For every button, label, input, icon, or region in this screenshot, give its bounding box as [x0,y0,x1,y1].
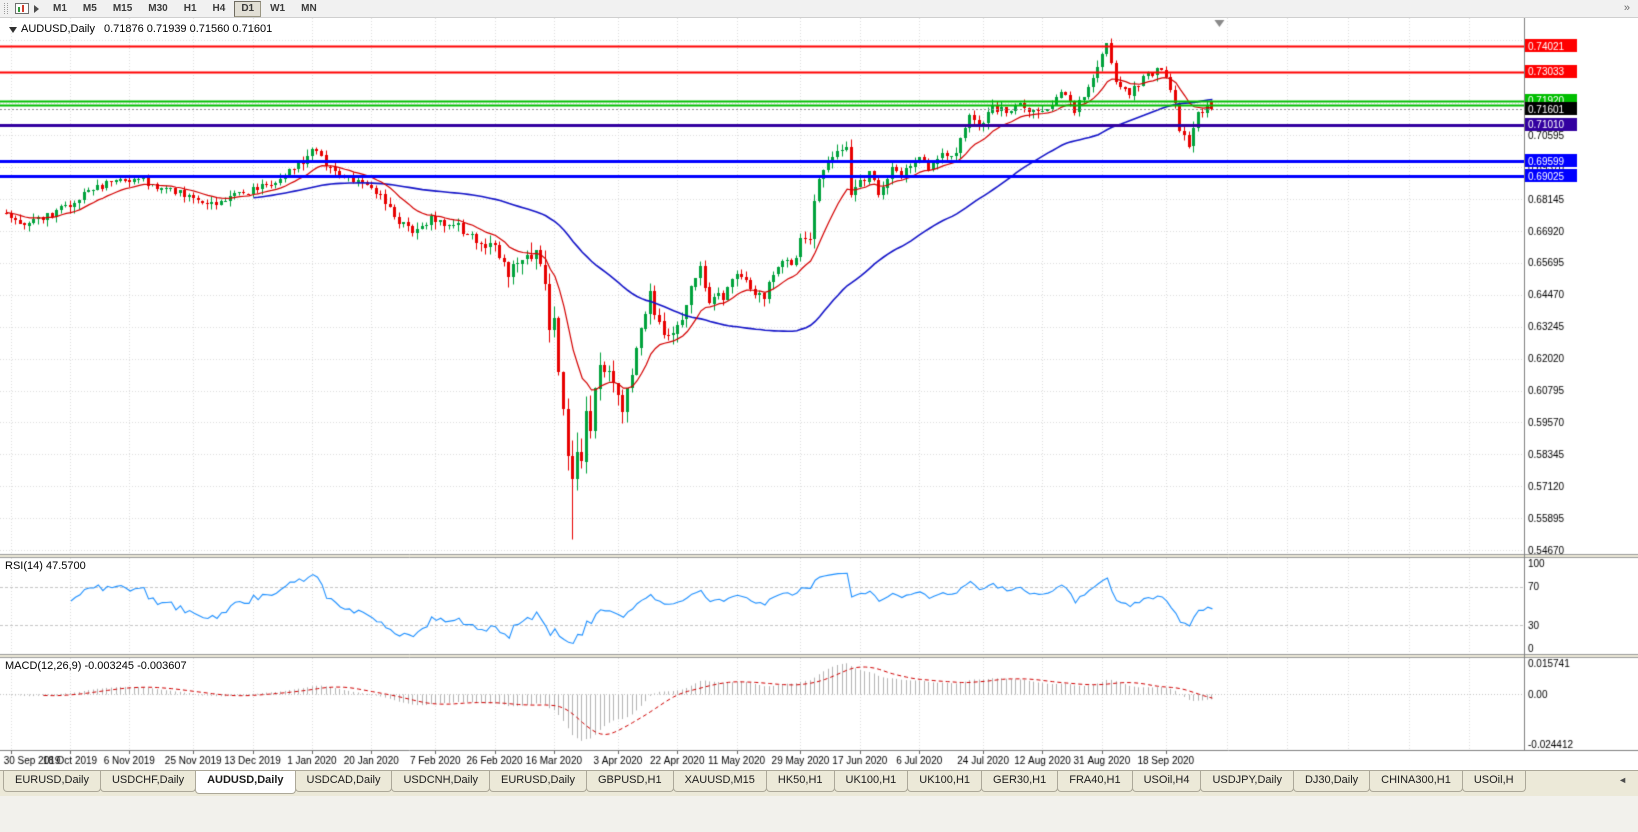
chart-tab-USDCHF-Daily-1[interactable]: USDCHF,Daily [99,771,197,792]
chart-window-icon[interactable] [15,3,29,14]
chart-tab-XAUUSD-M15-7[interactable]: XAUUSD,M15 [672,771,767,792]
period-button-M15[interactable]: M15 [112,2,133,14]
chart-tab-CHINA300-H1-16[interactable]: CHINA300,H1 [1369,771,1463,792]
period-button-M30[interactable]: M30 [148,2,168,14]
period-toolbar-buttons: M1 M5 M15 M30 H1 H4 D1 W1 MN [45,0,325,17]
chart-tab-DJ30-Daily-15[interactable]: DJ30,Daily [1292,771,1371,792]
chart-tab-AUDUSD-Daily-2[interactable]: AUDUSD,Daily [195,771,296,794]
chart-tab-UK100-H1-10[interactable]: UK100,H1 [907,771,983,792]
chart-tabs: EURUSD,Daily USDCHF,Daily AUDUSD,Daily USDC… [3,771,1526,794]
chart-tab-bar: EURUSD,Daily USDCHF,Daily AUDUSD,Daily USDC… [0,770,1638,796]
period-toolbar: M1 M5 M15 M30 H1 H4 D1 W1 MN » [0,0,1638,18]
chart-tab-USDJPY-Daily-14[interactable]: USDJPY,Daily [1200,771,1294,792]
chart-tab-FRA40-H1-12[interactable]: FRA40,H1 [1057,771,1133,792]
chart-tab-HK50-H1-8[interactable]: HK50,H1 [765,771,835,792]
one-click-trading-toggle-icon[interactable] [9,27,17,33]
chart-tab-USOil-H4-13[interactable]: USOil,H4 [1131,771,1202,792]
period-button-M5[interactable]: M5 [82,2,97,14]
period-button-H4[interactable]: H4 [212,2,226,14]
chart-tab-USOil-H-17[interactable]: USOil,H [1461,771,1526,792]
main-chart-canvas[interactable] [0,18,1638,770]
chart-tab-GER30-H1-11[interactable]: GER30,H1 [981,771,1059,792]
chart-tab-EURUSD-Daily-0[interactable]: EURUSD,Daily [3,771,101,792]
tab-scroll-left-icon[interactable]: ◄ [1618,775,1627,785]
period-button-H1[interactable]: H1 [183,2,197,14]
chart-tab-EURUSD-Daily-5[interactable]: EURUSD,Daily [489,771,587,792]
period-button-M1[interactable]: M1 [53,2,67,14]
chart-forward-icon[interactable] [34,4,39,13]
chart-tab-UK100-H1-9[interactable]: UK100,H1 [833,771,909,792]
chart-tab-USDCNH-Daily-4[interactable]: USDCNH,Daily [391,771,491,792]
toolbar-grip[interactable] [4,3,8,14]
chart-window [0,18,1638,770]
toolbar-overflow-icon[interactable]: » [1623,2,1630,14]
chart-tab-USDCAD-Daily-3[interactable]: USDCAD,Daily [294,771,393,792]
period-button-W1[interactable]: W1 [270,2,286,14]
period-button-D1[interactable]: D1 [234,0,262,17]
period-button-MN[interactable]: MN [301,2,317,14]
status-strip [0,796,1638,832]
chart-tab-GBPUSD-H1-6[interactable]: GBPUSD,H1 [586,771,674,792]
